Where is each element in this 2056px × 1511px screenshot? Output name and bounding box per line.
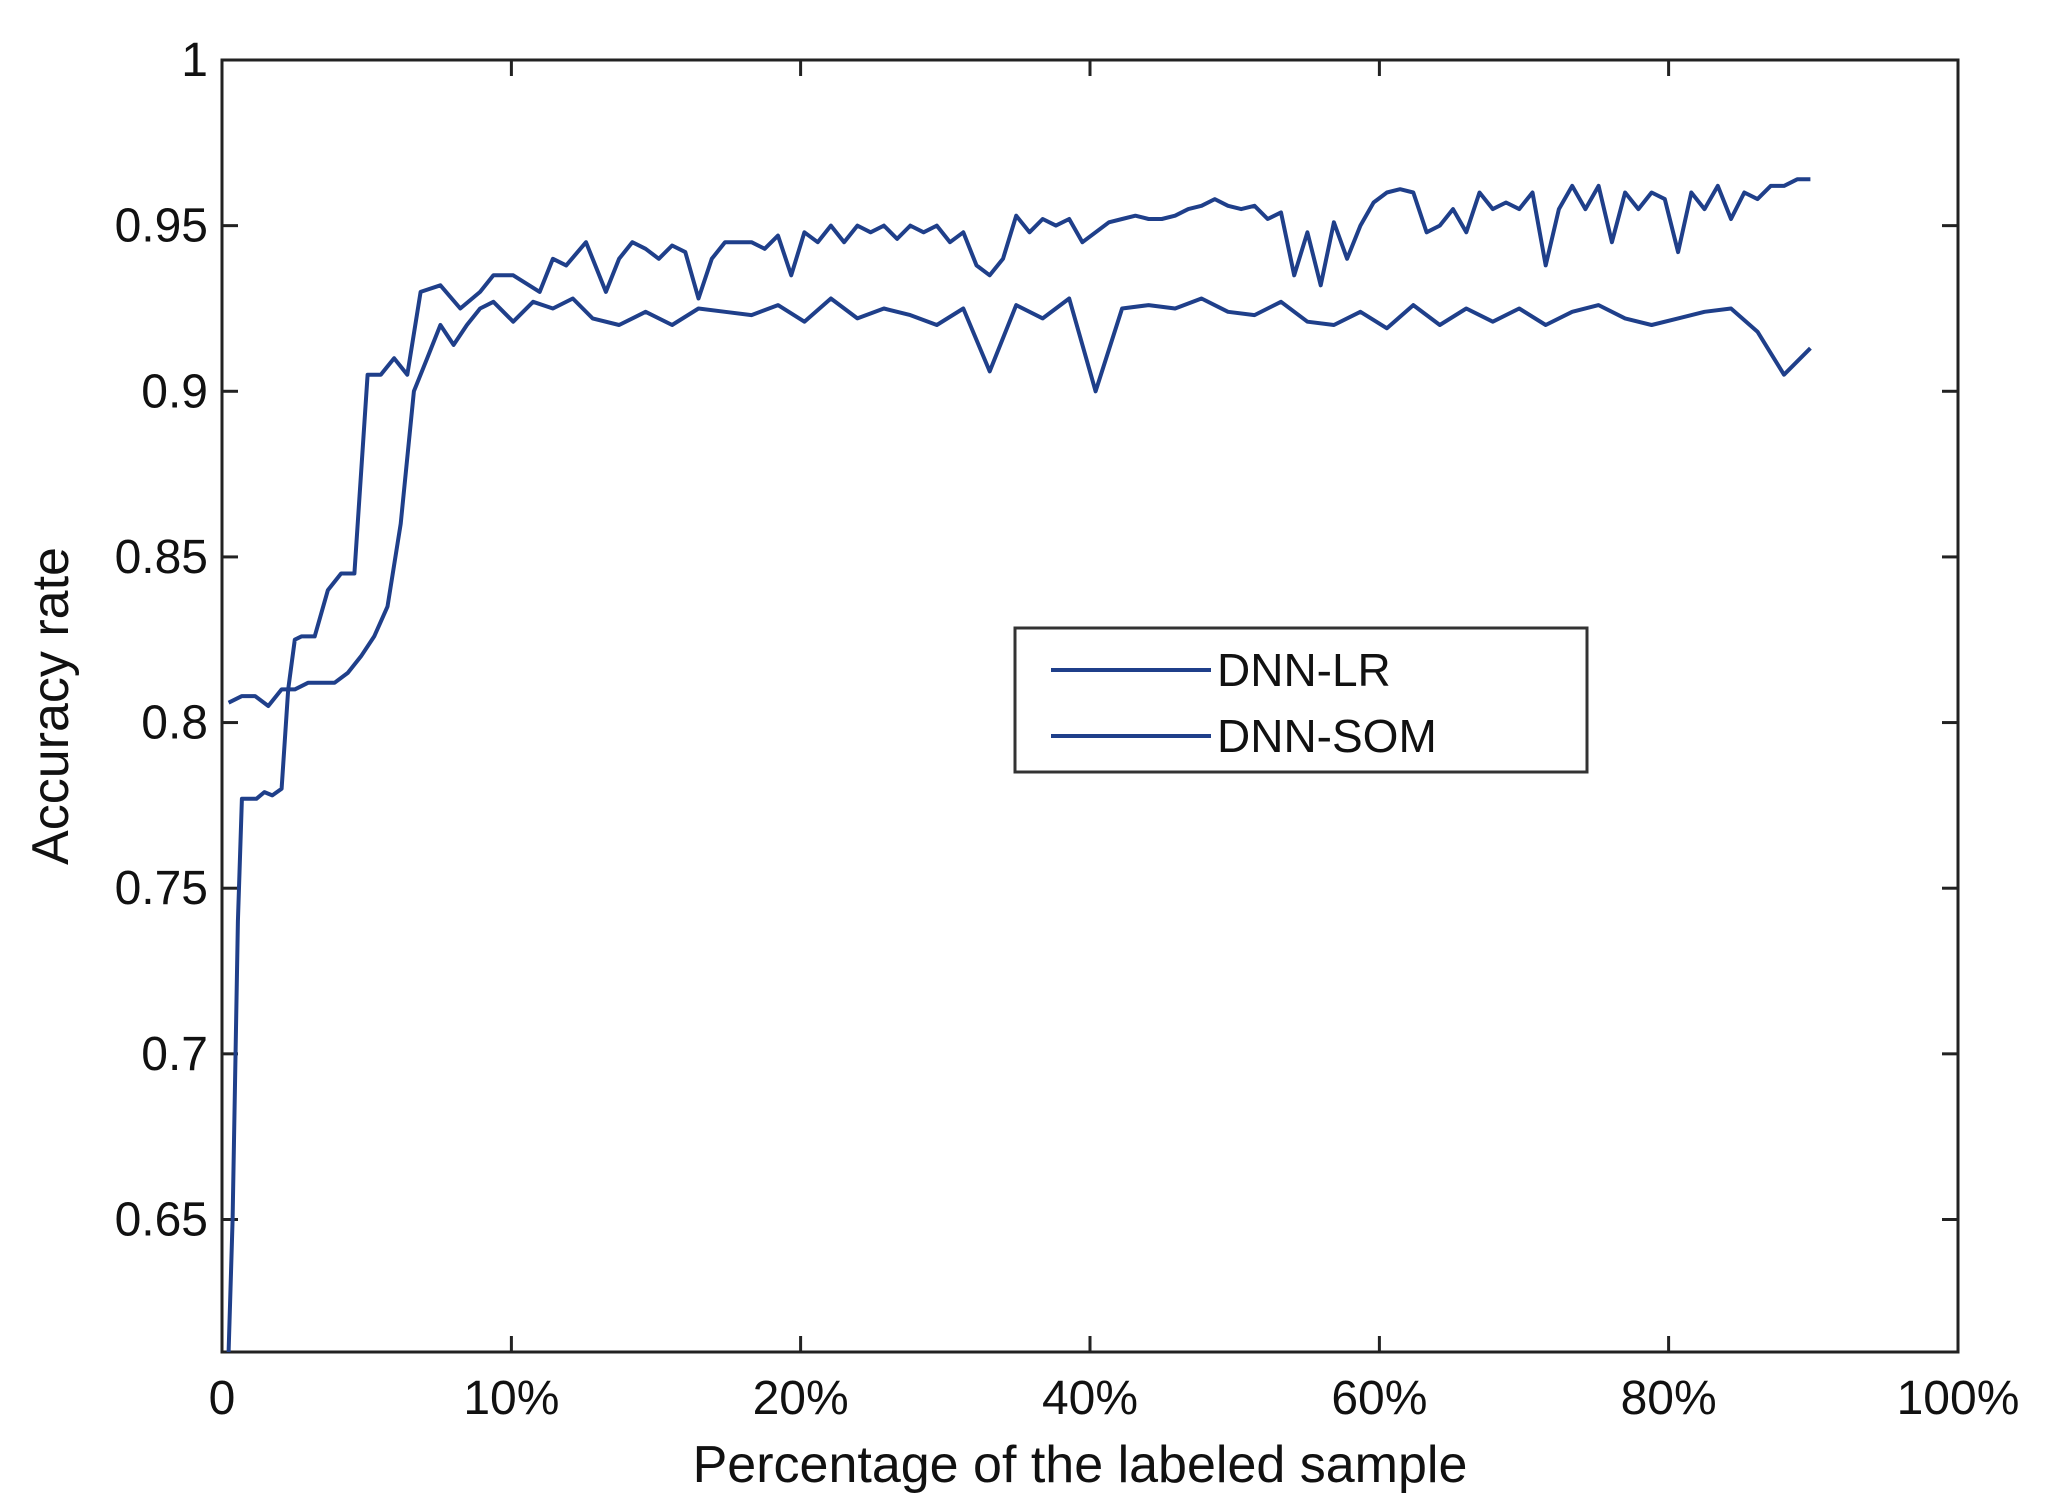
legend-label-dnn-lr: DNN-LR	[1217, 644, 1391, 696]
legend-label-dnn-som: DNN-SOM	[1217, 710, 1437, 762]
x-tick-label: 40%	[1042, 1372, 1138, 1425]
y-tick-label: 0.85	[115, 531, 208, 584]
x-tick-label: 80%	[1621, 1372, 1717, 1425]
y-tick-label: 0.7	[141, 1028, 208, 1081]
y-tick-label: 0.75	[115, 862, 208, 915]
legend: DNN-LR DNN-SOM	[1013, 626, 1589, 774]
series-line-dnn-som	[227, 296, 1812, 708]
y-tick-label: 0.65	[115, 1193, 208, 1246]
x-axis-title: Percentage of the labeled sample	[693, 1436, 1468, 1494]
x-tick-label: 100%	[1897, 1372, 2020, 1425]
x-tick-label: 10%	[463, 1372, 559, 1425]
series-line-dnn-lr	[226, 177, 1811, 1353]
y-tick-label: 1	[181, 34, 208, 87]
y-tick-label: 0.95	[115, 200, 208, 253]
y-tick-label: 0.8	[141, 697, 208, 750]
x-tick-label: 0	[209, 1372, 236, 1425]
x-tick-label: 20%	[753, 1372, 849, 1425]
y-axis-title: Accuracy rate	[22, 547, 80, 865]
x-tick-label: 60%	[1331, 1372, 1427, 1425]
y-tick-label: 0.9	[141, 365, 208, 418]
legend-box	[1013, 626, 1589, 774]
